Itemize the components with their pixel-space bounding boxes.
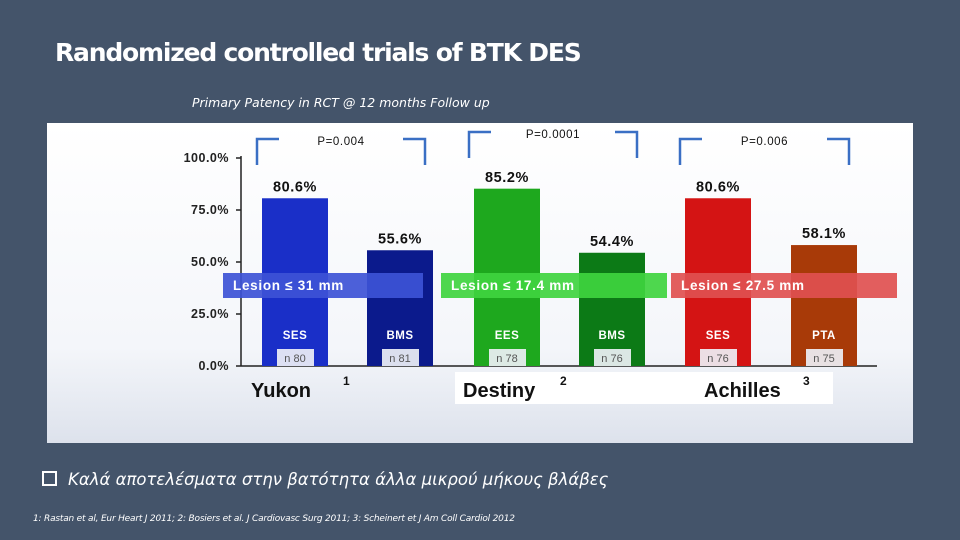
n-count-box xyxy=(700,349,737,366)
n-count-label: n 76 xyxy=(601,353,622,365)
y-tick-label: 25.0% xyxy=(191,307,229,321)
checkbox-bullet-icon xyxy=(42,471,57,487)
lesion-banner xyxy=(441,273,667,298)
lesion-label: Lesion ≤ 27.5 mm xyxy=(681,278,805,293)
bracket-right xyxy=(403,137,427,165)
n-count-box xyxy=(489,349,526,366)
bracket-left xyxy=(678,137,702,165)
bar xyxy=(579,252,645,366)
n-count-box xyxy=(806,349,843,366)
bar-value-label: 80.6% xyxy=(273,179,317,195)
chart-panel: 0.0% 25.0% 50.0% 75.0% 100.0% 80.6% SES n 80 55.… xyxy=(47,123,913,443)
y-tick-label: 0.0% xyxy=(199,359,230,373)
n-count-label: n 75 xyxy=(813,353,834,365)
p-value-label: P=0.006 xyxy=(741,136,788,148)
n-count-box xyxy=(382,349,419,366)
chart-subtitle: Primary Patency in RCT @ 12 months Follo… xyxy=(192,95,490,110)
n-count-label: n 76 xyxy=(707,353,728,365)
bar-group-label: SES xyxy=(706,330,731,342)
lesion-label: Lesion ≤ 31 mm xyxy=(233,278,344,293)
bar-group-label: SES xyxy=(283,330,308,342)
lesion-label: Lesion ≤ 17.4 mm xyxy=(451,278,575,293)
bar-group-label: PTA xyxy=(812,330,836,342)
lesion-banner xyxy=(223,273,423,298)
slide-title: Randomized controlled trials of BTK DES xyxy=(55,38,582,67)
bar-value-label: 55.6% xyxy=(378,231,422,247)
bar xyxy=(791,245,857,366)
p-value-label: P=0.0001 xyxy=(526,129,580,141)
n-count-label: n 78 xyxy=(496,353,517,365)
trial-name: Yukon xyxy=(251,380,311,402)
y-tick-label: 75.0% xyxy=(191,203,229,217)
bar-group-label: EES xyxy=(495,330,520,342)
lesion-banner xyxy=(671,273,897,298)
n-count-label: n 80 xyxy=(284,353,305,365)
references-footnote: 1: Rastan et al, Eur Heart J 2011; 2: Bo… xyxy=(33,514,515,524)
n-count-box xyxy=(277,349,314,366)
bracket-left xyxy=(467,130,491,158)
y-tick-label: 50.0% xyxy=(191,255,229,269)
bar-group-label: BMS xyxy=(598,330,625,342)
bar-group-label: BMS xyxy=(386,330,413,342)
bar-value-label: 80.6% xyxy=(696,179,740,195)
bullet-text: Καλά αποτελέσματα στην βατότητα άλλα μικ… xyxy=(68,470,609,489)
bracket-left xyxy=(255,137,279,165)
bar-value-label: 54.4% xyxy=(590,234,634,250)
bracket-right xyxy=(827,137,851,165)
trial-ref: 1 xyxy=(343,374,350,388)
trial-ref: 2 xyxy=(560,374,567,388)
n-count-box xyxy=(594,349,631,366)
p-value-label: P=0.004 xyxy=(317,136,364,148)
trial-name: Achilles xyxy=(704,380,781,402)
trial-name-plate xyxy=(455,372,833,404)
patency-bar-chart: 0.0% 25.0% 50.0% 75.0% 100.0% 80.6% SES n 80 55.… xyxy=(184,129,897,404)
y-tick-label: 100.0% xyxy=(184,151,229,165)
bar-value-label: 58.1% xyxy=(802,226,846,242)
bar xyxy=(367,250,433,366)
bar-value-label: 85.2% xyxy=(485,170,529,186)
n-count-label: n 81 xyxy=(389,353,410,365)
bullet-point: Καλά αποτελέσματα στην βατότητα άλλα μικ… xyxy=(42,470,608,490)
bracket-right xyxy=(615,130,639,158)
trial-name: Destiny xyxy=(463,380,536,402)
trial-ref: 3 xyxy=(803,374,810,388)
